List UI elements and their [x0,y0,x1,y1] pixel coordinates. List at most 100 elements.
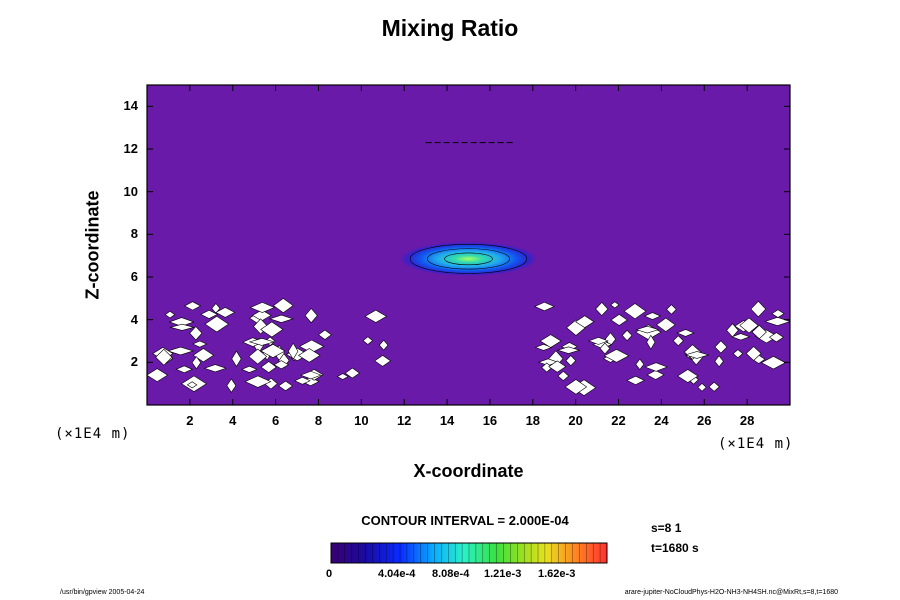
y-tick-label: 8 [130,226,138,242]
noise-cell [374,355,392,367]
noise-cell [574,315,595,329]
noise-cell [731,333,751,341]
noise-cell [155,348,173,366]
noise-cell [732,349,744,359]
contour-line [427,248,510,270]
noise-cell [288,342,299,360]
noise-cell [739,317,759,334]
noise-cell [677,369,699,383]
noise-cell [364,309,388,323]
noise-cell [726,323,739,338]
colorbar-tick-label: 8.08e-4 [432,568,470,580]
noise-cell [251,309,272,322]
noise-cell [297,348,321,363]
noise-cell [745,346,762,361]
noise-cell [299,370,322,380]
noise-cell [204,315,230,333]
noise-cell [241,365,258,373]
noise-cell [192,348,215,363]
x-tick-label: 28 [739,413,755,428]
noise-cells [146,298,791,397]
colorbar-divisions [337,543,601,563]
y-tick-label: 12 [123,141,138,156]
x-tick-label: 4 [229,413,237,428]
y-tick-label: 4 [130,311,138,327]
y-tick-label: 10 [123,183,138,199]
noise-cell [215,307,236,318]
footer-right: arare-jupiter-NoCloudPhys-H2O-NH3-NH4SH.… [624,589,838,596]
noise-cell [646,334,656,350]
noise-cell [610,301,620,309]
noise-cell [750,300,767,318]
x-tick-label: 8 [314,413,323,428]
noise-cell [588,336,609,345]
y-tick-label: 14 [123,98,138,114]
noise-cell [751,324,767,340]
contour-line [409,244,528,274]
x-unit-label: (×1E4 m) [718,436,794,452]
noise-cell [378,339,389,351]
noise-cell [646,370,665,380]
colorbar-tick-label: 4.04e-4 [378,568,416,580]
noise-cell [166,346,195,356]
cloud-layer [399,241,538,276]
colorbar-tick-label: 1.62e-3 [538,568,576,580]
x-tick-label: 26 [697,413,712,428]
x-tick-label: 16 [482,413,498,428]
x-axis-title: X-coordinate [413,461,524,481]
noise-cell [635,325,660,334]
noise-cell [714,340,728,354]
noise-cell [623,303,647,320]
noise-cell [168,317,195,327]
x-tick-label: 20 [568,413,583,428]
s-label: s=8 1 [651,521,682,535]
noise-cell [191,356,202,370]
noise-cell [644,362,668,372]
noise-cell [211,303,221,314]
y-axis-title: Z-coordinate [82,190,103,300]
x-tick-label: 10 [354,413,369,428]
noise-cell [656,317,676,333]
noise-cell [621,329,633,342]
noise-cell [534,344,553,351]
x-tick-label: 18 [525,413,541,428]
noise-cell [304,307,318,324]
noise-cell [268,314,294,323]
noise-cell [595,301,609,317]
x-tick-label: 24 [654,413,669,428]
noise-cell [186,381,198,389]
noise-cell [557,370,570,382]
x-tick-label: 22 [611,413,626,428]
noise-cell [273,360,290,370]
chart-title: Mixing Ratio [381,15,519,41]
noise-cell [248,338,275,346]
noise-cell [273,298,294,314]
noise-cell [548,360,567,373]
noise-cell [278,380,294,392]
noise-cell [164,310,176,319]
noise-cell [539,334,562,348]
noise-cell [565,355,577,367]
colorbar-tick-label: 0 [326,568,333,580]
noise-cell [672,335,684,347]
noise-cell [244,375,272,388]
noise-cell [635,358,645,371]
plot-frame [146,84,791,406]
x-tick-label: 6 [271,413,280,428]
noise-cell [226,378,237,393]
colorbar [330,542,608,564]
noise-cell [344,367,360,379]
noise-cell [146,368,169,382]
noise-cell [175,365,194,374]
noise-cell [610,314,628,326]
y-tick-label: 6 [130,269,138,284]
noise-cell [318,329,332,340]
noise-cell [768,332,784,343]
noise-cell [684,351,710,359]
noise-cell [260,361,277,374]
colorbar-frame [330,542,608,564]
contour-line [444,252,493,266]
noise-cell [260,321,284,338]
noise-cell [362,336,374,345]
